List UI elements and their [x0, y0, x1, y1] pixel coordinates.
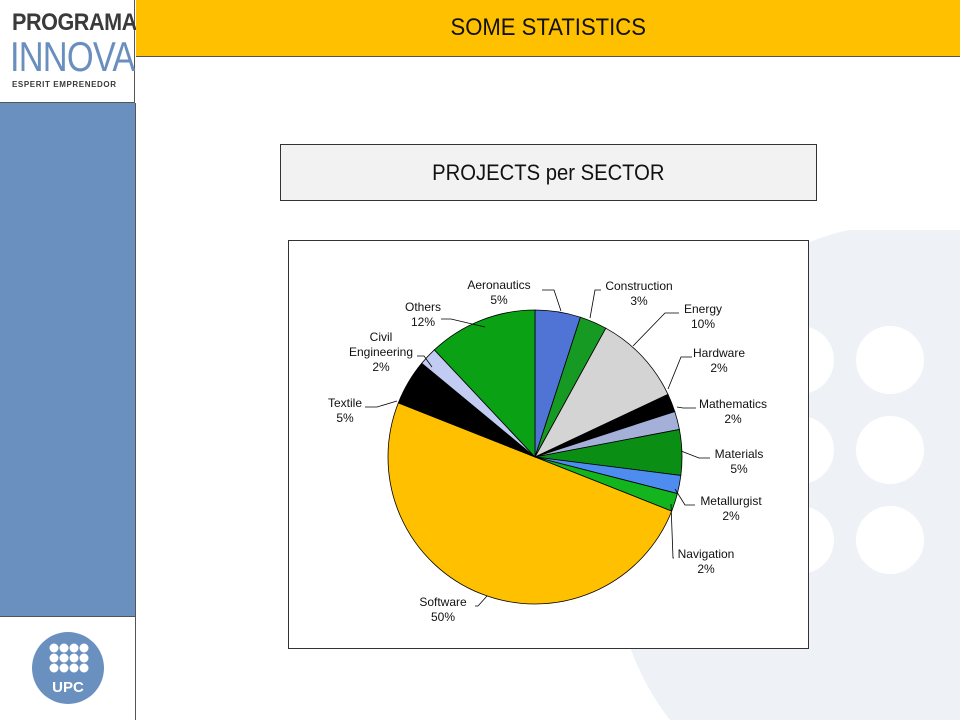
leader-line-civil-engineering	[417, 355, 433, 368]
slice-label-aeronautics: Aeronautics 5%	[467, 278, 530, 307]
leader-line-metallurgist	[674, 488, 695, 506]
logo-line-innova: INNOVA	[10, 33, 135, 80]
pie-slice-software	[387, 402, 673, 605]
leader-line-construction	[589, 289, 601, 319]
leader-line-materials	[680, 450, 710, 459]
slice-label-others: Others 12%	[405, 300, 441, 329]
leader-line-others	[441, 318, 486, 328]
slice-label-hardware: Hardware 2%	[693, 346, 745, 375]
slice-label-civil-engineering: Civil Engineering 2%	[349, 330, 413, 374]
pie-slice-others	[433, 309, 536, 459]
chart-title-box: PROJECTS per SECTOR	[280, 144, 817, 201]
logo-line-programa: PROGRAMA	[12, 9, 137, 36]
slice-label-mathematics: Mathematics 2%	[699, 397, 767, 426]
header-bar: SOME STATISTICS	[136, 0, 960, 57]
slice-label-navigation: Navigation 2%	[678, 547, 735, 576]
upc-logo-text: UPC	[52, 679, 84, 696]
slice-label-construction: Construction 3%	[605, 279, 672, 308]
pie-chart-frame: Aeronautics 5% Construction 3% Energy 10% Hard…	[288, 240, 809, 649]
slice-label-metallurgist: Metallurgist 2%	[700, 494, 762, 523]
leader-line-software	[475, 595, 488, 607]
sidebar-panel	[0, 103, 136, 617]
page-title: SOME STATISTICS	[450, 14, 646, 41]
slice-label-energy: Energy 10%	[684, 302, 722, 331]
programa-innova-logo: PROGRAMA INNOVA ESPERIT EMPRENEDOR	[0, 0, 137, 103]
chart-title: PROJECTS per SECTOR	[432, 159, 665, 185]
leader-line-energy	[632, 312, 679, 347]
slice-label-software: Software 50%	[419, 595, 467, 624]
upc-logo-icon: UPC	[32, 632, 104, 704]
leader-line-navigation	[670, 503, 674, 559]
leader-line-mathematics	[676, 406, 696, 409]
leader-line-hardware	[667, 356, 692, 390]
leader-line-textile	[365, 400, 398, 408]
pie-chart: Aeronautics 5% Construction 3% Energy 10% Hard…	[328, 278, 767, 624]
pie-slice-energy	[534, 327, 669, 458]
logo-line-esperit: ESPERIT EMPRENEDOR	[12, 80, 117, 89]
leader-line-aeronautics	[542, 289, 562, 312]
slice-label-materials: Materials 5%	[715, 447, 764, 476]
slice-label-textile: Textile 5%	[328, 396, 362, 425]
